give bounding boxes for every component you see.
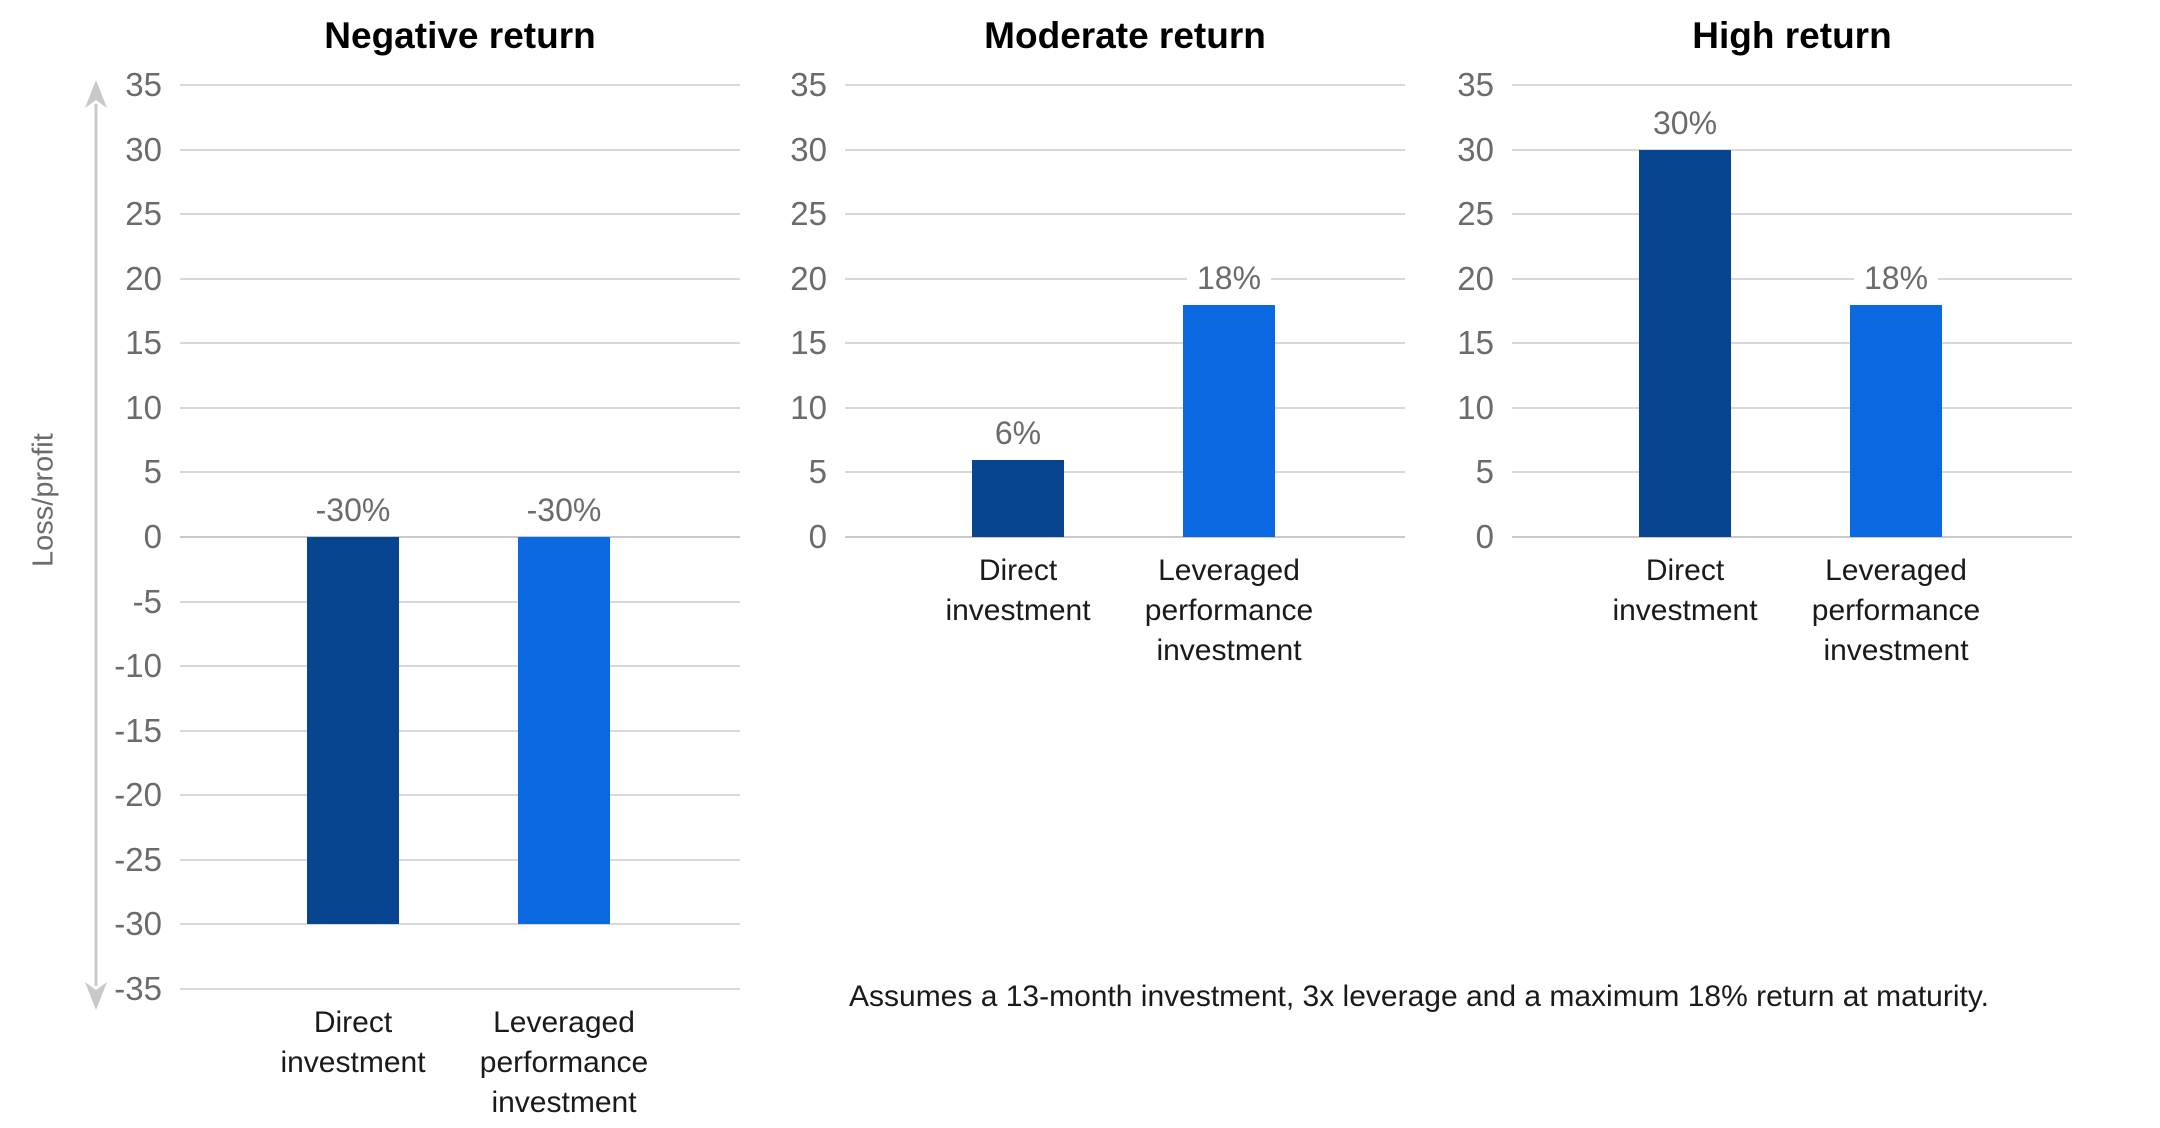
category-label: Direct investment (1612, 551, 1757, 631)
bar-value-label: 18% (1853, 257, 1939, 298)
gridline (1512, 471, 2072, 474)
gridline (1512, 406, 2072, 409)
gridline (1512, 84, 2072, 86)
gridline (1512, 148, 2072, 151)
panel-title-negative-return: Negative return (324, 15, 596, 56)
category-label-line: Direct (313, 1006, 393, 1039)
y-tick-label: 15 (1457, 324, 1494, 362)
arrow-up-icon (85, 80, 107, 108)
category-label-line: Leveraged (493, 1006, 635, 1039)
gridline (180, 406, 740, 409)
y-tick-label: 20 (790, 259, 827, 297)
bar-value-label: 30% (1642, 102, 1728, 143)
gridline (845, 406, 1405, 409)
y-tick-label: 10 (790, 388, 827, 426)
category-label: Direct investment (945, 551, 1090, 631)
y-tick-label: 30 (1457, 130, 1494, 168)
gridline (180, 471, 740, 474)
y-tick-label: 15 (790, 324, 827, 362)
gridline (1512, 213, 2072, 216)
category-label-line: investment (945, 594, 1091, 627)
y-axis-title: Loss/profit (27, 433, 60, 567)
category-label-line: performance (1144, 594, 1314, 627)
category-label-line: investment (280, 1046, 426, 1079)
gridline (180, 277, 740, 280)
panel-title-moderate-return: Moderate return (984, 15, 1266, 56)
gridline (845, 342, 1405, 345)
y-tick-label: 25 (790, 195, 827, 233)
y-tick-label: 5 (808, 453, 827, 491)
gridline (845, 277, 1405, 280)
arrow-down-icon (85, 982, 107, 1010)
bar-leveraged-performance-investment (1183, 304, 1275, 537)
y-tick-label: 35 (790, 66, 827, 103)
bar-value-label: -30% (305, 490, 401, 530)
gridline (180, 988, 740, 990)
gridline (845, 471, 1405, 474)
gridline (180, 923, 740, 926)
category-label: Leveraged performance investment (1812, 551, 1980, 671)
gridline (180, 729, 740, 732)
category-label-line: Direct (978, 554, 1058, 587)
panel-title-high-return: High return (1692, 15, 1892, 56)
gridline (1512, 536, 2072, 538)
y-axis-arrow (85, 80, 107, 1010)
category-label: Direct investment (280, 1003, 425, 1083)
y-tick-label: 25 (1457, 195, 1494, 233)
gridline (180, 794, 740, 797)
bar-leveraged-performance-investment (1850, 304, 1942, 537)
category-label-line: investment (1156, 634, 1302, 667)
bar-direct-investment (307, 537, 399, 925)
gridline (180, 858, 740, 861)
gridline (180, 84, 740, 86)
y-tick-label: 0 (808, 518, 827, 555)
gridline (180, 600, 740, 603)
gridline (180, 536, 740, 538)
category-label-line: Leveraged (1158, 554, 1300, 587)
category-label-line: Leveraged (1825, 554, 1967, 587)
category-label-line: investment (491, 1086, 637, 1119)
gridline (180, 213, 740, 216)
category-label: Leveraged performance investment (480, 1003, 648, 1123)
bar-value-label: 6% (984, 412, 1052, 453)
gridline (845, 84, 1405, 86)
category-label-line: performance (1811, 594, 1981, 627)
category-label-line: investment (1612, 594, 1758, 627)
bar-direct-investment (972, 459, 1064, 537)
bar-value-label: 18% (1186, 257, 1272, 298)
category-label-line: Direct (1645, 554, 1725, 587)
y-tick-label: 35 (1457, 66, 1494, 103)
gridline (1512, 342, 2072, 345)
gridline (180, 342, 740, 345)
y-tick-label: 20 (1457, 259, 1494, 297)
y-tick-label: 30 (790, 130, 827, 168)
category-label: Leveraged performance investment (1145, 551, 1313, 671)
gridline (845, 213, 1405, 216)
bar-direct-investment (1639, 149, 1731, 537)
category-label-line: performance (479, 1046, 649, 1079)
y-tick-label: 10 (1457, 388, 1494, 426)
gridline (845, 536, 1405, 538)
footnote: Assumes a 13-month investment, 3x levera… (849, 980, 1989, 1013)
bar-leveraged-performance-investment (518, 537, 610, 925)
gridline (845, 148, 1405, 151)
y-tick-label: 0 (1475, 518, 1494, 555)
bar-value-label: -30% (516, 490, 612, 530)
gridline (180, 148, 740, 151)
y-tick-label: 5 (1475, 453, 1494, 491)
category-label-line: investment (1823, 634, 1969, 667)
gridline (1512, 277, 2072, 280)
gridline (180, 665, 740, 668)
